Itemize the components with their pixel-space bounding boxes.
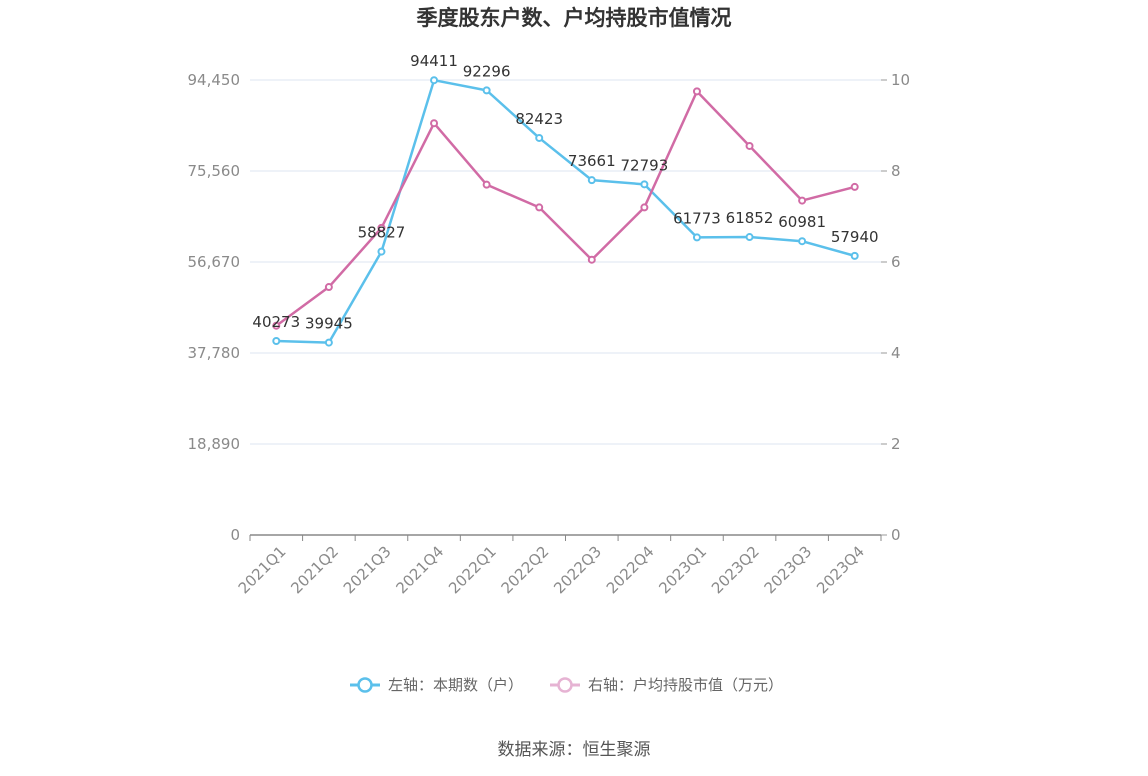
x-axis: 2021Q12021Q22021Q32021Q42022Q12022Q22022… <box>235 534 882 598</box>
data-point-left <box>587 176 596 185</box>
legend-marker <box>557 677 573 693</box>
x-tick-label: 2023Q1 <box>655 543 710 598</box>
legend-marker <box>357 677 373 693</box>
data-point-right <box>745 141 754 150</box>
data-labels: 40273 39945 58827 94411 92296 82423 73661 72793… <box>252 52 878 332</box>
x-tick-label: 2021Q3 <box>340 543 395 598</box>
left-axis: 0 18,890 37,780 56,670 75,560 94,450 <box>188 71 241 544</box>
data-point-left <box>430 76 439 85</box>
data-point-right <box>324 283 333 292</box>
x-tick-label: 2022Q4 <box>603 543 658 598</box>
grid-lines <box>250 79 881 445</box>
data-label: 72793 <box>621 156 669 174</box>
data-point-right <box>272 321 281 330</box>
data-point-left <box>798 237 807 246</box>
left-tick-label: 18,890 <box>188 435 241 453</box>
series-line-right <box>275 90 856 327</box>
x-tick-label: 2021Q2 <box>287 543 342 598</box>
data-point-right <box>535 203 544 212</box>
data-point-left <box>482 86 491 95</box>
data-point-left <box>640 180 649 189</box>
data-label: 57940 <box>831 228 879 246</box>
data-point-right <box>640 203 649 212</box>
x-tick-label: 2022Q2 <box>498 543 553 598</box>
data-point-left <box>324 338 333 347</box>
data-label: 39945 <box>305 315 353 333</box>
x-tick-label: 2021Q4 <box>392 543 447 598</box>
x-tick-label: 2022Q3 <box>550 543 605 598</box>
legend-label: 右轴：户均持股市值（万元） <box>588 676 783 694</box>
data-point-right <box>692 87 701 96</box>
legend[interactable]: 左轴：本期数（户） 右轴：户均持股市值（万元） <box>350 676 783 694</box>
data-label: 61852 <box>726 209 774 227</box>
data-point-right <box>482 180 491 189</box>
legend-label: 左轴：本期数（户） <box>388 676 523 694</box>
data-label: 58827 <box>358 224 406 242</box>
data-label: 82423 <box>515 110 563 128</box>
series-line-left <box>276 78 856 344</box>
data-point-right <box>850 182 859 191</box>
right-tick-label: 4 <box>891 344 901 362</box>
x-tick-label: 2023Q2 <box>708 543 763 598</box>
data-label: 60981 <box>778 213 826 231</box>
data-label: 94411 <box>410 52 458 70</box>
left-tick-label: 56,670 <box>188 253 241 271</box>
left-tick-label: 75,560 <box>188 162 241 180</box>
chart-title: 季度股东户数、户均持股市值情况 <box>417 6 732 30</box>
data-label: 73661 <box>568 152 616 170</box>
data-point-right <box>587 255 596 264</box>
right-tick-label: 8 <box>891 162 901 180</box>
x-tick-label: 2023Q4 <box>813 543 868 598</box>
right-axis: 0 2 4 6 8 10 <box>881 71 910 544</box>
right-tick-label: 10 <box>891 71 910 89</box>
data-point-right <box>430 119 439 128</box>
data-label: 92296 <box>463 62 511 80</box>
legend-item-left[interactable]: 左轴：本期数（户） <box>350 676 523 694</box>
left-tick-label: 37,780 <box>188 344 241 362</box>
data-point-left <box>745 233 754 242</box>
right-tick-label: 2 <box>891 435 901 453</box>
x-tick-label: 2023Q3 <box>761 543 816 598</box>
x-tick-label: 2022Q1 <box>445 543 500 598</box>
x-tick-label: 2021Q1 <box>235 543 290 598</box>
data-point-right <box>798 196 807 205</box>
data-label: 40273 <box>252 313 300 331</box>
data-point-right <box>377 223 386 232</box>
data-point-left <box>377 247 386 256</box>
data-point-left <box>535 133 544 142</box>
left-tick-label: 94,450 <box>188 71 241 89</box>
data-label: 61773 <box>673 209 721 227</box>
data-point-left <box>850 251 859 260</box>
series-lines <box>272 76 859 347</box>
source-note: 数据来源：恒生聚源 <box>498 740 651 760</box>
data-point-left <box>692 233 701 242</box>
right-tick-label: 6 <box>891 253 901 271</box>
data-point-left <box>272 336 281 345</box>
legend-item-right[interactable]: 右轴：户均持股市值（万元） <box>550 676 783 694</box>
left-tick-label: 0 <box>230 526 240 544</box>
right-tick-label: 0 <box>891 526 901 544</box>
